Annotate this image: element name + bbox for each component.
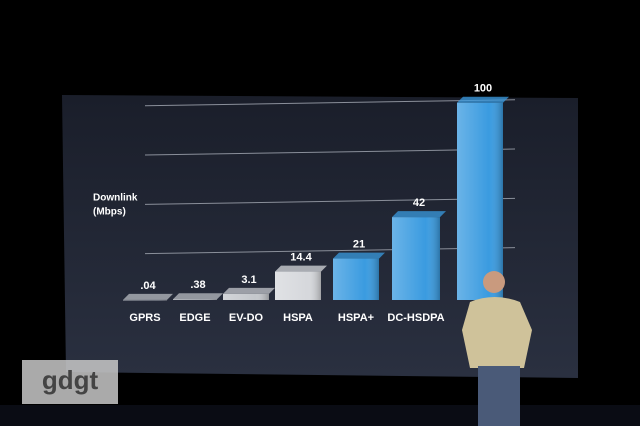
x-tick-label: GPRS — [129, 312, 160, 324]
grid-line — [144, 99, 516, 107]
watermark-box — [22, 360, 118, 404]
grid-line — [144, 197, 516, 205]
bar-shade — [333, 258, 379, 300]
bar-shade — [392, 217, 440, 300]
plot: .04 GPRS .38 EDGE 3.1 EV-DO 14.4 HSPA 21 HSPA+ 42 D… — [123, 83, 516, 324]
value-label: 3.1 — [241, 274, 256, 286]
bar-top — [173, 293, 223, 300]
value-label: .04 — [140, 280, 156, 292]
x-tick-label: EDGE — [179, 312, 210, 324]
slide — [62, 95, 578, 378]
x-tick-label: DC-HSDPA — [387, 312, 444, 324]
value-label: 21 — [353, 238, 365, 250]
watermark: gdgt — [42, 365, 99, 395]
grid-line — [144, 148, 516, 156]
bar-shade — [123, 299, 167, 301]
value-label: .38 — [190, 279, 205, 291]
bar-shade — [457, 102, 503, 301]
axis-label: Downlink — [93, 193, 138, 204]
bar-top — [392, 211, 446, 218]
bar-top — [223, 287, 275, 294]
value-label: 42 — [413, 197, 425, 209]
bar-top — [275, 265, 327, 272]
value-label: 100 — [474, 83, 492, 95]
axis-label: (Mbps) — [93, 207, 126, 218]
value-label: 14.4 — [290, 251, 312, 263]
bar-shade — [223, 293, 269, 300]
stage — [0, 405, 640, 426]
bar-top — [123, 293, 173, 300]
bar-top — [457, 96, 509, 103]
bar-shade — [173, 299, 217, 300]
x-tick-label: EV-DO — [229, 312, 264, 324]
x-tick-label: HSPA+ — [338, 312, 374, 324]
x-tick-label: HSPA — [283, 312, 313, 324]
presenter — [462, 271, 532, 426]
bar-shade — [275, 271, 321, 300]
bar-top — [333, 252, 385, 259]
grid-line — [144, 247, 516, 255]
